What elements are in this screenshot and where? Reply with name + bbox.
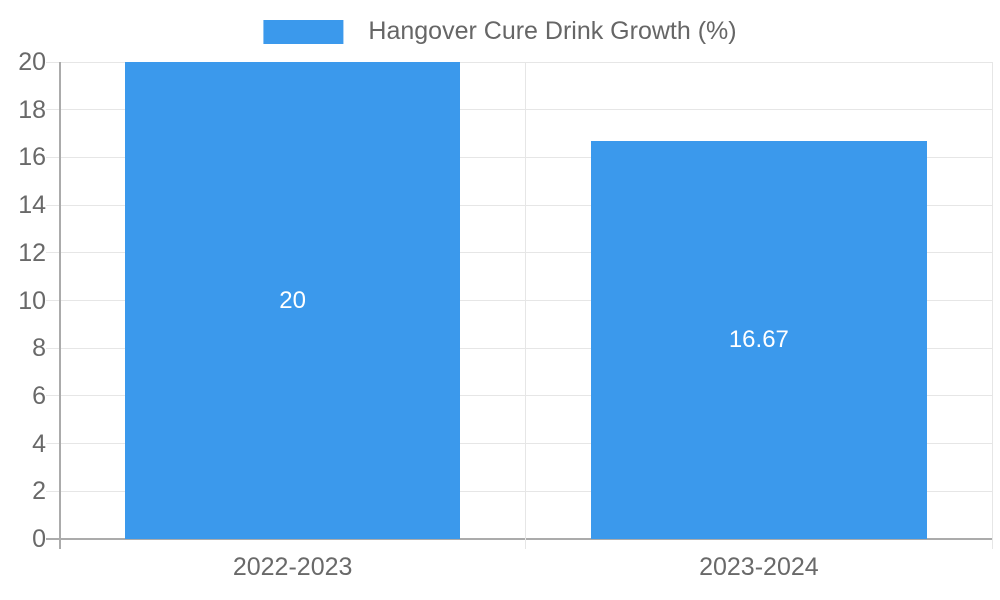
- x-axis-tick-label: 2022-2023: [232, 553, 353, 581]
- x-axis-baseline: [46, 538, 992, 540]
- y-axis-tick-label: 18: [18, 95, 46, 124]
- y-axis-tick-label: 20: [18, 48, 46, 76]
- y-axis-line: [58, 62, 61, 549]
- gridline: [46, 61, 992, 63]
- legend-swatch-icon: [263, 19, 344, 44]
- gridline: [46, 252, 992, 254]
- y-axis-tick-label: 6: [32, 381, 46, 410]
- y-axis-tick-label: 14: [18, 191, 46, 220]
- x-axis-tick-label: 2023-2024: [699, 553, 819, 581]
- y-axis-tick-label: 2: [32, 477, 46, 506]
- y-axis-tick-label: 8: [32, 334, 46, 363]
- gridline: [46, 395, 992, 397]
- gridline: [46, 109, 992, 111]
- y-axis-tick-label: 10: [18, 286, 46, 315]
- gridline: [46, 490, 992, 492]
- y-axis-tick-label: 16: [18, 143, 46, 172]
- legend-item[interactable]: Hangover Cure Drink Growth (%): [263, 17, 737, 46]
- bar-2022-2023[interactable]: [124, 62, 461, 539]
- bar-2023-2024[interactable]: [591, 141, 927, 539]
- gridline: [46, 443, 992, 445]
- y-axis-tick-label: 0: [32, 525, 46, 553]
- vertical-gridline: [525, 62, 527, 549]
- gridline: [46, 347, 992, 349]
- y-axis-tick-label: 4: [32, 429, 46, 458]
- gridline: [46, 204, 992, 206]
- vertical-gridline: [991, 62, 993, 549]
- y-axis-tick-label: 12: [18, 238, 46, 267]
- gridline: [46, 300, 992, 301]
- gridline: [46, 156, 992, 158]
- legend-label: Hangover Cure Drink Growth (%): [368, 17, 737, 45]
